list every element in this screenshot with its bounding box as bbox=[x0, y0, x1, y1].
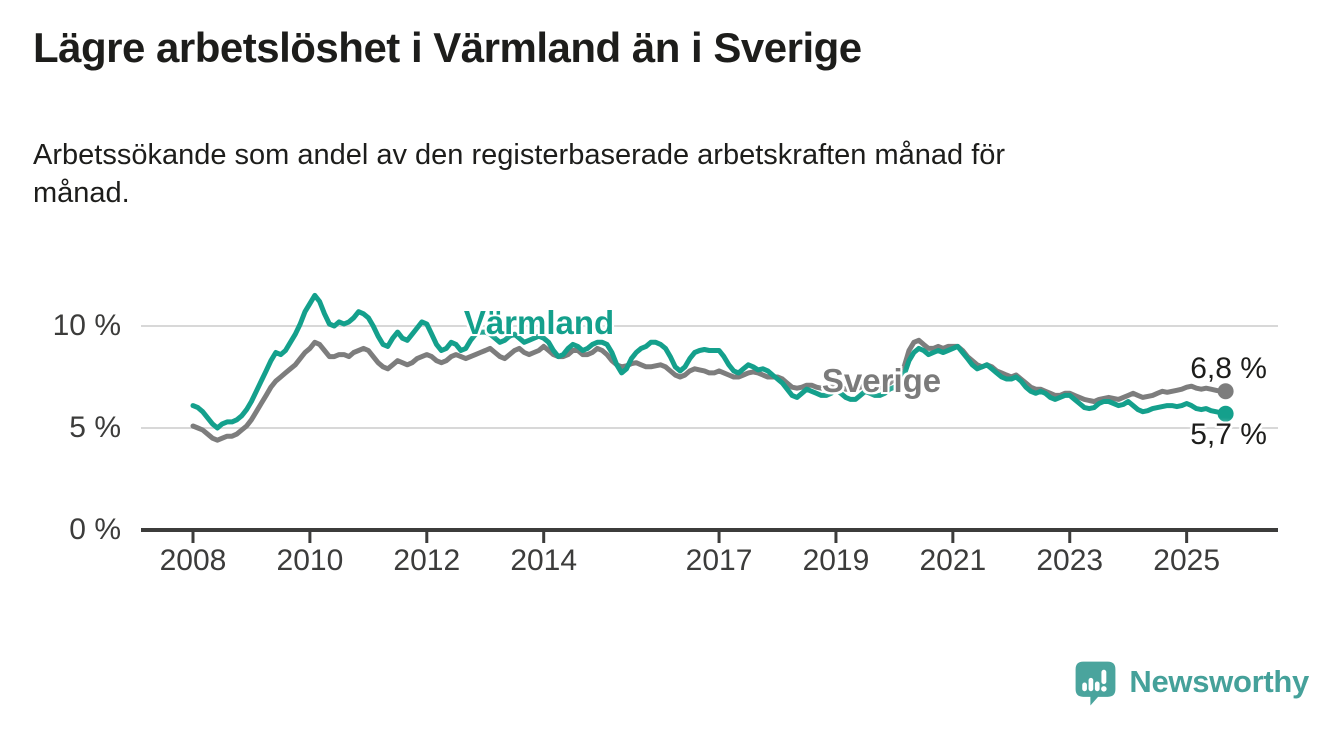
x-axis-tick-label-2014: 2014 bbox=[510, 544, 578, 577]
series-label-sverige: Sverige bbox=[821, 362, 942, 400]
chart-subtitle-line-1: Arbetssökande som andel av den registerb… bbox=[33, 139, 1006, 171]
series-line-sverige bbox=[190, 337, 1229, 443]
end-value-label-sverige: 6,8 % bbox=[1190, 352, 1267, 386]
newsworthy-brand: Newsworthy bbox=[1071, 657, 1309, 706]
newsworthy-brand-text: Newsworthy bbox=[1129, 663, 1309, 699]
chart-title: Lägre arbetslöshet i Värmland än i Sveri… bbox=[33, 24, 862, 71]
y-axis-tick-label-5: 5 % bbox=[69, 411, 121, 444]
newsworthy-speech-bubble-chart-icon bbox=[1075, 661, 1116, 706]
x-axis-tick-label-2019: 2019 bbox=[802, 544, 870, 577]
y-axis-tick-label-10: 10 % bbox=[52, 309, 121, 342]
end-value-label-värmland: 5,7 % bbox=[1190, 417, 1267, 451]
chart-subtitle: Arbetssökande som andel av den registerb… bbox=[33, 136, 1005, 212]
x-axis-tick-label-2021: 2021 bbox=[919, 544, 987, 577]
x-axis-tick-label-2023: 2023 bbox=[1036, 544, 1104, 577]
x-axis-tick-label-2010: 2010 bbox=[276, 544, 344, 577]
x-axis-tick-label-2012: 2012 bbox=[393, 544, 461, 577]
chart-subtitle-line-2: månad. bbox=[33, 177, 130, 209]
y-axis-tick-label-0: 0 % bbox=[69, 513, 121, 546]
x-axis-tick-label-2008: 2008 bbox=[159, 544, 227, 577]
end-dot-sverige bbox=[1217, 383, 1234, 400]
x-axis-tick-label-2017: 2017 bbox=[685, 544, 753, 577]
end-dot-värmland bbox=[1217, 405, 1234, 422]
x-axis-tick-label-2025: 2025 bbox=[1153, 544, 1221, 577]
series-label-värmland: Värmland bbox=[463, 303, 615, 341]
series-line-värmland bbox=[190, 292, 1229, 431]
